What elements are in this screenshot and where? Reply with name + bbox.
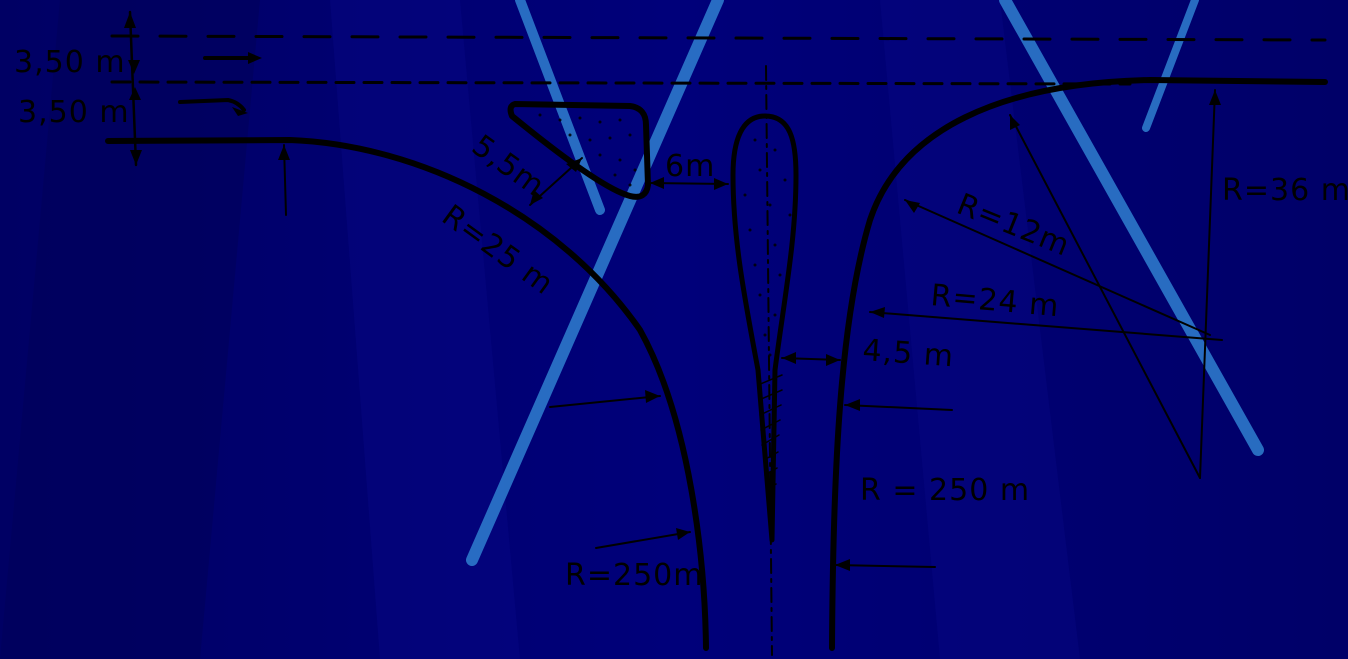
label-lane-width-bottom: 3,50 m (18, 95, 130, 130)
centre-axis-line (765, 65, 773, 656)
left-curb-curve (105, 137, 709, 651)
label-island-gap: 6m (665, 149, 715, 184)
direction-arrow-turn (178, 98, 246, 112)
lane-dim-vertical (128, 10, 138, 167)
island-stippling (538, 113, 792, 357)
label-radius-left-entry: R=25 m (435, 198, 560, 302)
label-lane-width-top: 3,50 m (14, 45, 126, 80)
median-hatching (757, 374, 783, 491)
radius-line-r12 (904, 199, 1211, 336)
median-island (730, 113, 799, 543)
radius-line-left-far (595, 531, 691, 549)
label-radius-right-small: R=12m (952, 187, 1075, 264)
label-median-gap: 4,5 m (861, 333, 955, 374)
top-lane-dashed-line (110, 34, 1327, 42)
radius-line-r36-diag (1009, 114, 1201, 479)
label-radius-left-far: R=250m (565, 558, 703, 593)
label-radius-right-large: R=36 m (1222, 173, 1348, 208)
arrow-heads (124, 12, 1221, 571)
radius-line-right-far (834, 564, 936, 568)
radius-line-left-mid (549, 395, 661, 408)
label-radius-right-far: R = 250 m (860, 473, 1030, 508)
triangular-island (507, 101, 651, 200)
radius-line-right-mid (844, 404, 953, 411)
right-curb-curve (829, 77, 1328, 651)
centre-lane-dashed-line (110, 80, 1132, 86)
radius-line-r36-vert (1199, 89, 1216, 479)
radius-line-r24 (869, 311, 1223, 341)
